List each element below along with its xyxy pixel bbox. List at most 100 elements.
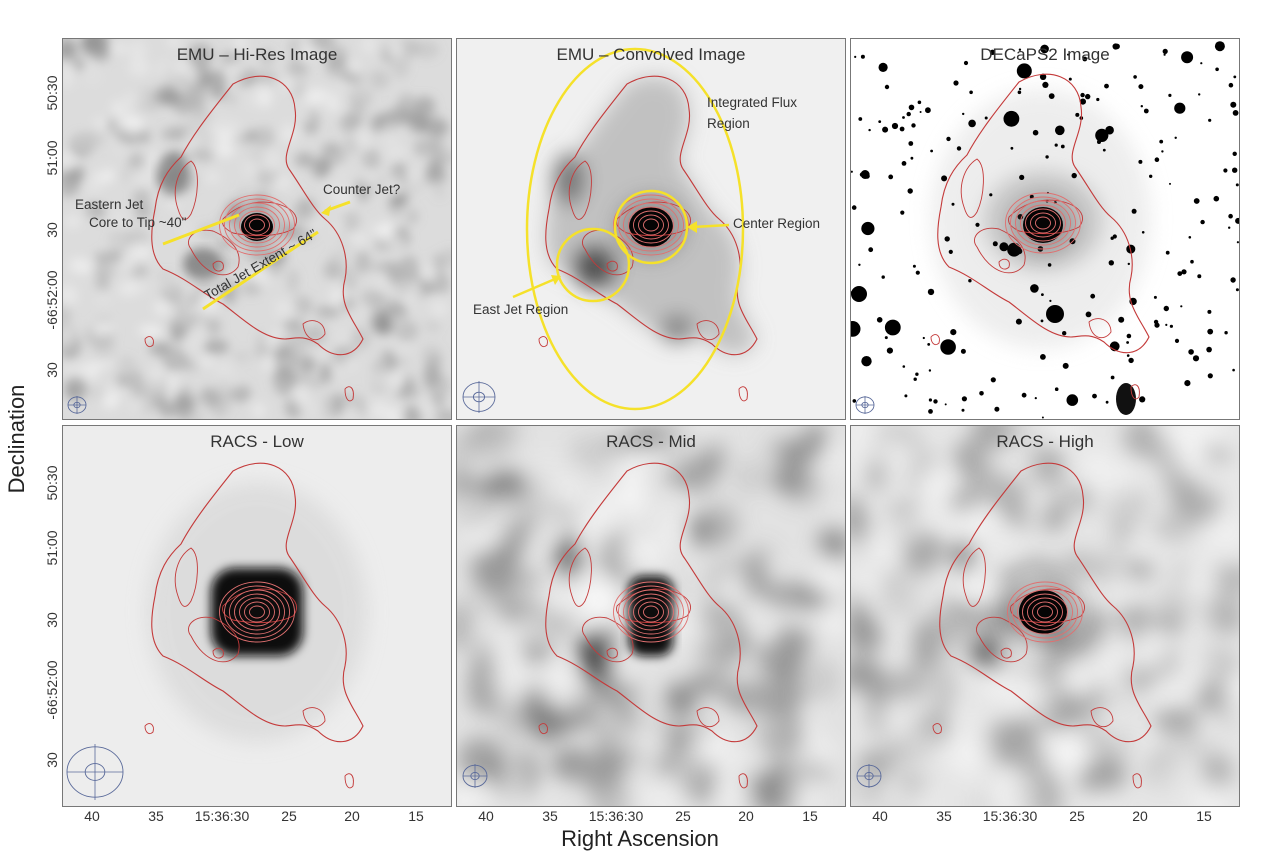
noise-blob <box>814 740 837 765</box>
star <box>1126 354 1130 357</box>
noise-blob <box>308 39 335 51</box>
annotation-center-region: Center Region <box>733 216 821 231</box>
core-source <box>211 568 303 656</box>
star <box>950 329 957 336</box>
noise-blob <box>482 639 524 666</box>
annotation-counter-jet: Counter Jet? <box>323 182 401 197</box>
noise-blob <box>373 366 393 385</box>
noise-blob <box>94 116 109 132</box>
noise-blob <box>103 245 121 268</box>
star <box>1168 93 1172 97</box>
noise-blob <box>65 384 81 399</box>
star <box>854 55 857 58</box>
contour-line <box>538 723 548 735</box>
arrow-icon <box>321 205 331 216</box>
star <box>960 348 966 354</box>
ytick: 30 <box>44 362 60 378</box>
star <box>917 100 922 105</box>
panel-title: RACS - Mid <box>606 432 696 451</box>
noise-blob <box>1191 468 1232 492</box>
noise-blob <box>925 704 958 726</box>
noise-blob <box>743 542 777 570</box>
noise-blob <box>634 691 656 730</box>
noise-blob <box>374 268 394 287</box>
star <box>884 336 888 340</box>
noise-blob <box>175 410 193 419</box>
xtick: 40 <box>478 808 494 824</box>
star <box>930 149 933 153</box>
noise-blob <box>457 512 481 543</box>
noise-blob <box>779 649 801 681</box>
star <box>1040 319 1044 323</box>
noise-blob <box>738 596 764 631</box>
star <box>1230 277 1236 283</box>
noise-blob <box>517 615 552 645</box>
noise-blob <box>610 535 649 567</box>
annotation-integrated-flux: Integrated Flux <box>707 95 798 110</box>
noise-blob <box>331 391 344 417</box>
noise-blob <box>430 300 449 317</box>
star <box>1047 263 1052 267</box>
star <box>1207 328 1214 335</box>
noise-blob <box>130 168 151 188</box>
noise-blob <box>386 301 408 320</box>
noise-blob <box>433 185 446 200</box>
noise-blob <box>112 43 127 55</box>
star <box>944 403 947 406</box>
noise-blob <box>196 401 214 414</box>
noise-blob <box>999 426 1035 449</box>
noise-blob <box>282 302 299 314</box>
noise-blob <box>114 140 128 154</box>
contour-line <box>144 723 154 735</box>
star <box>1174 338 1180 343</box>
core-contour <box>623 202 679 248</box>
noise-blob <box>635 733 668 756</box>
noise-blob <box>1047 492 1070 524</box>
contour-line <box>344 386 354 402</box>
noise-blob <box>513 568 543 594</box>
noise-blob <box>355 132 371 145</box>
contour-line <box>151 462 364 743</box>
noise-blob <box>912 468 956 498</box>
star <box>858 117 863 121</box>
noise-blob <box>187 43 213 67</box>
star <box>1181 51 1194 64</box>
noise-blob <box>258 85 271 101</box>
contour-line <box>1130 384 1140 400</box>
contour-line <box>974 227 1026 274</box>
star <box>1224 331 1228 335</box>
noise-blob <box>384 44 404 57</box>
xtick: 15 <box>802 808 818 824</box>
star <box>1174 136 1177 139</box>
star <box>1174 102 1186 114</box>
noise-blob <box>877 439 915 478</box>
star <box>1228 213 1233 219</box>
star <box>1034 397 1037 400</box>
core-contour <box>623 589 679 635</box>
noise-blob <box>567 433 616 475</box>
noise-blob <box>68 256 90 274</box>
xtick: 35 <box>148 808 164 824</box>
star <box>933 399 938 404</box>
noise-blob <box>425 319 441 333</box>
contour-line <box>939 462 1152 743</box>
noise-blob <box>773 776 809 802</box>
star <box>961 396 967 402</box>
core-contour <box>1007 581 1083 643</box>
noise-blob <box>333 360 346 376</box>
noise-blob <box>128 59 151 77</box>
star <box>1138 84 1144 90</box>
contour-line <box>616 588 691 624</box>
noise-blob <box>851 613 875 651</box>
noise-blob <box>1199 717 1228 748</box>
contour-line <box>568 547 592 607</box>
noise-blob <box>405 170 421 189</box>
star <box>1102 148 1106 152</box>
xtick: 15:36:30 <box>194 808 250 824</box>
noise-blob <box>173 298 190 316</box>
star <box>868 128 871 132</box>
core-contour <box>1012 585 1078 639</box>
star <box>962 112 965 116</box>
noise-blob <box>117 281 136 298</box>
noise-blob <box>84 207 97 221</box>
